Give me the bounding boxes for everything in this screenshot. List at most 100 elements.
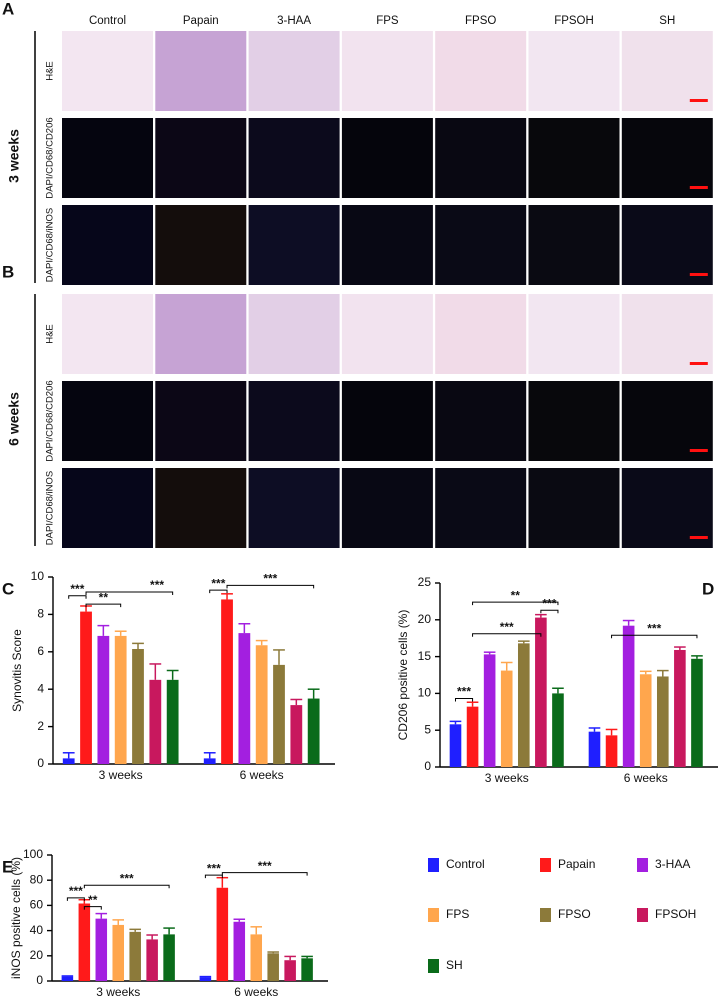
- time-label: 6 weeks: [6, 392, 22, 446]
- time-label: 3 weeks: [6, 129, 22, 183]
- y-tick-label: 15: [418, 649, 432, 663]
- error-bar: [129, 928, 141, 932]
- bar: FPS: [639, 674, 652, 767]
- x-tick-label: 3 weeks: [485, 771, 529, 785]
- significance-label: **: [88, 893, 98, 907]
- column-header: FPSO: [465, 15, 496, 27]
- column-header: FPS: [376, 15, 399, 27]
- legend-label: Papain: [558, 857, 595, 871]
- y-axis-label: iNOS positive cells (%): [9, 857, 23, 979]
- chart: 0 2 4 6 8 10 Synovitis Score 3 weeks Control Papa…: [10, 569, 335, 782]
- x-tick-label: 6 weeks: [240, 768, 284, 782]
- row-label: DAPI/CD68/CD206: [45, 117, 56, 198]
- significance-label: ***: [120, 871, 134, 885]
- micrograph: [155, 31, 247, 111]
- error-bar: [163, 927, 175, 935]
- micrograph: [621, 294, 713, 374]
- y-tick-label: 0: [36, 973, 43, 987]
- significance-label: ***: [457, 685, 471, 699]
- error-bar: [656, 669, 669, 677]
- bar: FPS: [500, 670, 513, 767]
- bar: Control: [588, 731, 601, 767]
- micrograph: [341, 118, 433, 198]
- legend-swatch: [540, 858, 551, 872]
- micrograph: [248, 31, 340, 111]
- legend-label: FPS: [446, 907, 469, 921]
- error-bar: [61, 975, 74, 977]
- micrograph: [341, 205, 433, 285]
- micrograph: [62, 294, 153, 374]
- significance-bracket: [85, 603, 122, 608]
- bar: Papain: [466, 706, 479, 767]
- micrograph: [435, 205, 527, 285]
- micrograph: [528, 118, 620, 198]
- scale-bar: [689, 536, 708, 539]
- significance-bracket: [226, 584, 315, 589]
- bar: FPS: [250, 934, 263, 981]
- micrograph: [435, 294, 527, 374]
- legend-label: SH: [446, 958, 463, 972]
- bar: FPS: [112, 924, 125, 981]
- bar: SH: [301, 958, 313, 981]
- error-bar: [535, 613, 547, 618]
- micrograph: [155, 118, 247, 198]
- bar: Control: [449, 724, 462, 767]
- bar: FPSO: [267, 953, 279, 981]
- error-bar: [221, 593, 233, 600]
- bar: FPS: [114, 635, 127, 764]
- micrograph: [248, 118, 340, 198]
- micrograph: [528, 205, 620, 285]
- significance-bracket: [454, 698, 474, 702]
- panel-label: D: [702, 579, 714, 598]
- row-label: DAPI/CD68/CD206: [45, 380, 56, 461]
- bar: FPSOH: [146, 939, 158, 981]
- micrograph: [435, 31, 527, 111]
- micrograph: [248, 381, 340, 461]
- micrograph: [155, 468, 247, 548]
- row-label: DAPI/CD68/iNOS: [45, 208, 56, 282]
- x-tick-label: 3 weeks: [99, 768, 143, 782]
- bar: Control: [61, 976, 74, 981]
- row-label: DAPI/CD68/iNOS: [45, 471, 56, 545]
- significance-label: ***: [70, 582, 84, 596]
- y-tick-label: 20: [418, 612, 432, 626]
- error-bar: [500, 661, 513, 671]
- bar: FPSO: [517, 643, 530, 767]
- bar: Papain: [216, 887, 229, 981]
- micrograph: [62, 31, 153, 111]
- error-bar: [255, 639, 268, 646]
- error-bar: [605, 728, 618, 736]
- significance-label: ***: [647, 621, 661, 635]
- significance-label: ***: [69, 884, 83, 898]
- error-bar: [517, 640, 530, 644]
- bar: Papain: [221, 599, 233, 764]
- bar: FPSO: [132, 648, 144, 764]
- significance-bracket: [611, 634, 698, 639]
- bar: 3-HAA: [95, 918, 108, 981]
- significance-label: **: [511, 588, 521, 602]
- bar: Papain: [605, 735, 618, 767]
- y-tick-label: 8: [37, 607, 44, 621]
- significance-bracket: [83, 906, 102, 910]
- error-bar: [267, 951, 279, 954]
- micrograph: [528, 31, 620, 111]
- bar: FPSO: [656, 676, 669, 767]
- column-header: FPSOH: [554, 15, 594, 27]
- error-bar: [284, 955, 296, 961]
- error-bar: [622, 619, 635, 626]
- significance-bracket: [68, 595, 87, 599]
- legend-label: 3-HAA: [655, 857, 690, 871]
- error-bar: [290, 698, 303, 706]
- bar: FPSOH: [535, 617, 547, 767]
- micrograph: [435, 118, 527, 198]
- bar: SH: [307, 698, 320, 764]
- error-bar: [307, 688, 320, 699]
- y-tick-label: 20: [30, 948, 44, 962]
- micrograph: [62, 468, 153, 548]
- y-tick-label: 6: [37, 644, 44, 658]
- significance-bracket: [221, 872, 308, 876]
- error-bar: [132, 642, 144, 649]
- bar: Papain: [78, 903, 91, 981]
- panel-label: E: [2, 857, 13, 876]
- micrograph: [155, 381, 247, 461]
